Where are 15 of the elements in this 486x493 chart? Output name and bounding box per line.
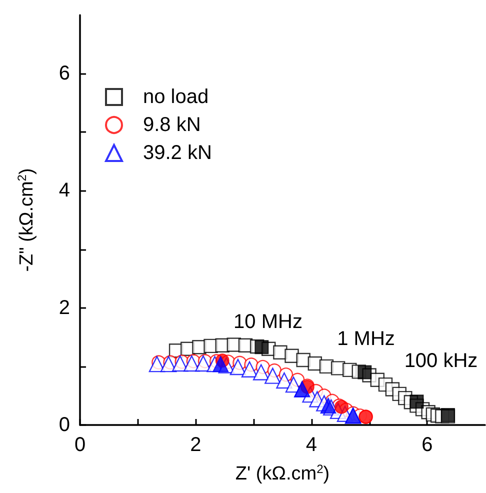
legend-label: 39.2 kN [143,142,212,164]
y-tick-label: 0 [58,414,70,436]
annotation: 10 MHz [234,311,302,333]
x-tick-label: 4 [306,434,317,456]
y-tick-label: 4 [58,180,70,202]
y-tick-label: 2 [58,296,70,319]
x-tick-label: 6 [422,434,433,456]
y-axis-title: -Z" (kΩ.cm2) [15,168,38,272]
x-tick-label: 2 [190,434,202,456]
legend-label: 9.8 kN [143,114,201,136]
y-tick-label: 6 [58,62,70,85]
annotation: 100 kHz [404,350,478,372]
annotation: 1 MHz [337,328,395,350]
x-tick-label: 0 [74,434,86,456]
legend-label: no load [143,86,209,108]
